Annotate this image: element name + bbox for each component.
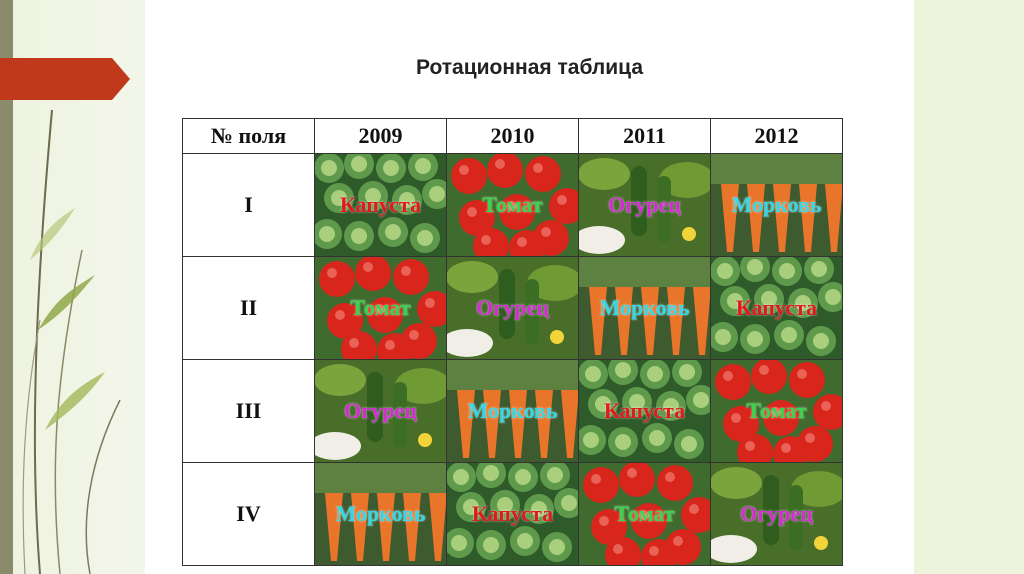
crop-label: Морковь: [731, 192, 822, 217]
crop-cucumber: Огурец: [579, 154, 710, 256]
grass-decoration: [22, 109, 121, 574]
crop-cell: Огурец: [710, 462, 843, 566]
crop-tomato: Томат: [315, 257, 446, 359]
crop-label: Капуста: [339, 192, 422, 217]
rotation-table: № поля 2009 2010 2011 2012 I Капуста Томат…: [182, 118, 843, 566]
slide-content: Ротационная таблица № поля 2009 2010 201…: [145, 0, 914, 574]
crop-carrot: Морковь: [315, 463, 446, 565]
crop-label: Томат: [614, 501, 675, 526]
crop-cell: Капуста: [710, 256, 843, 360]
crop-cell: Морковь: [578, 256, 711, 360]
crop-label: Огурец: [344, 398, 417, 423]
table-header-row: № поля 2009 2010 2011 2012: [182, 118, 843, 154]
crop-cell: Огурец: [578, 153, 711, 257]
crop-label: Томат: [482, 192, 543, 217]
tomato-image: [315, 257, 446, 359]
slide-title: Ротационная таблица: [415, 56, 644, 79]
crop-cucumber: Огурец: [447, 257, 578, 359]
crop-cabbage: Капуста: [579, 360, 710, 462]
crop-label: Огурец: [476, 295, 549, 320]
crop-tomato: Томат: [579, 463, 710, 565]
crop-label: Морковь: [467, 398, 558, 423]
header-field-number: № поля: [182, 118, 315, 154]
crop-cell: Томат: [314, 256, 447, 360]
field-number-cell: IV: [182, 462, 315, 566]
crop-label: Капуста: [735, 295, 818, 320]
arrow-marker-icon: [0, 58, 130, 100]
cabbage-image: [579, 360, 710, 462]
crop-label: Морковь: [599, 295, 690, 320]
crop-label: Капуста: [471, 501, 554, 526]
field-number-cell: I: [182, 153, 315, 257]
header-year: 2009: [314, 118, 447, 154]
cabbage-image: [315, 154, 446, 256]
crop-label: Морковь: [335, 501, 426, 526]
cucumber-image: [711, 463, 842, 565]
tomato-image: [711, 360, 842, 462]
tomato-image: [579, 463, 710, 565]
left-accent-bar: [0, 0, 13, 574]
crop-cell: Морковь: [446, 359, 579, 463]
carrot-image: [579, 257, 710, 359]
field-number-cell: II: [182, 256, 315, 360]
crop-cell: Огурец: [446, 256, 579, 360]
crop-tomato: Томат: [711, 360, 842, 462]
carrot-image: [711, 154, 842, 256]
crop-label: Огурец: [740, 501, 813, 526]
crop-cell: Огурец: [314, 359, 447, 463]
crop-tomato: Томат: [447, 154, 578, 256]
crop-cabbage: Капуста: [447, 463, 578, 565]
crop-carrot: Морковь: [711, 154, 842, 256]
crop-cabbage: Капуста: [711, 257, 842, 359]
cabbage-image: [447, 463, 578, 565]
table-row: II Томат Огурец Морковь Капуста: [182, 256, 843, 360]
crop-cucumber: Огурец: [315, 360, 446, 462]
right-decor-panel: [914, 0, 1024, 574]
crop-carrot: Морковь: [579, 257, 710, 359]
crop-cell: Капуста: [578, 359, 711, 463]
cabbage-image: [711, 257, 842, 359]
carrot-image: [315, 463, 446, 565]
crop-cell: Капуста: [314, 153, 447, 257]
crop-cell: Капуста: [446, 462, 579, 566]
crop-label: Томат: [350, 295, 411, 320]
table-row: I Капуста Томат Огурец Морковь: [182, 153, 843, 257]
crop-label: Огурец: [608, 192, 681, 217]
crop-cell: Морковь: [710, 153, 843, 257]
crop-cabbage: Капуста: [315, 154, 446, 256]
header-year: 2011: [578, 118, 711, 154]
table-body: I Капуста Томат Огурец Морковь II Томат Огурец М…: [182, 153, 843, 566]
field-number-cell: III: [182, 359, 315, 463]
tomato-image: [447, 154, 578, 256]
crop-cell: Томат: [578, 462, 711, 566]
cucumber-image: [579, 154, 710, 256]
crop-cucumber: Огурец: [711, 463, 842, 565]
crop-cell: Томат: [710, 359, 843, 463]
crop-label: Томат: [746, 398, 807, 423]
header-year: 2010: [446, 118, 579, 154]
crop-carrot: Морковь: [447, 360, 578, 462]
carrot-image: [447, 360, 578, 462]
cucumber-image: [315, 360, 446, 462]
table-row: IV Морковь Капуста Томат Огурец: [182, 462, 843, 566]
crop-cell: Морковь: [314, 462, 447, 566]
cucumber-image: [447, 257, 578, 359]
table-row: III Огурец Морковь Капуста Томат: [182, 359, 843, 463]
crop-cell: Томат: [446, 153, 579, 257]
header-year: 2012: [710, 118, 843, 154]
crop-label: Капуста: [603, 398, 686, 423]
left-decor-panel: [0, 0, 145, 574]
